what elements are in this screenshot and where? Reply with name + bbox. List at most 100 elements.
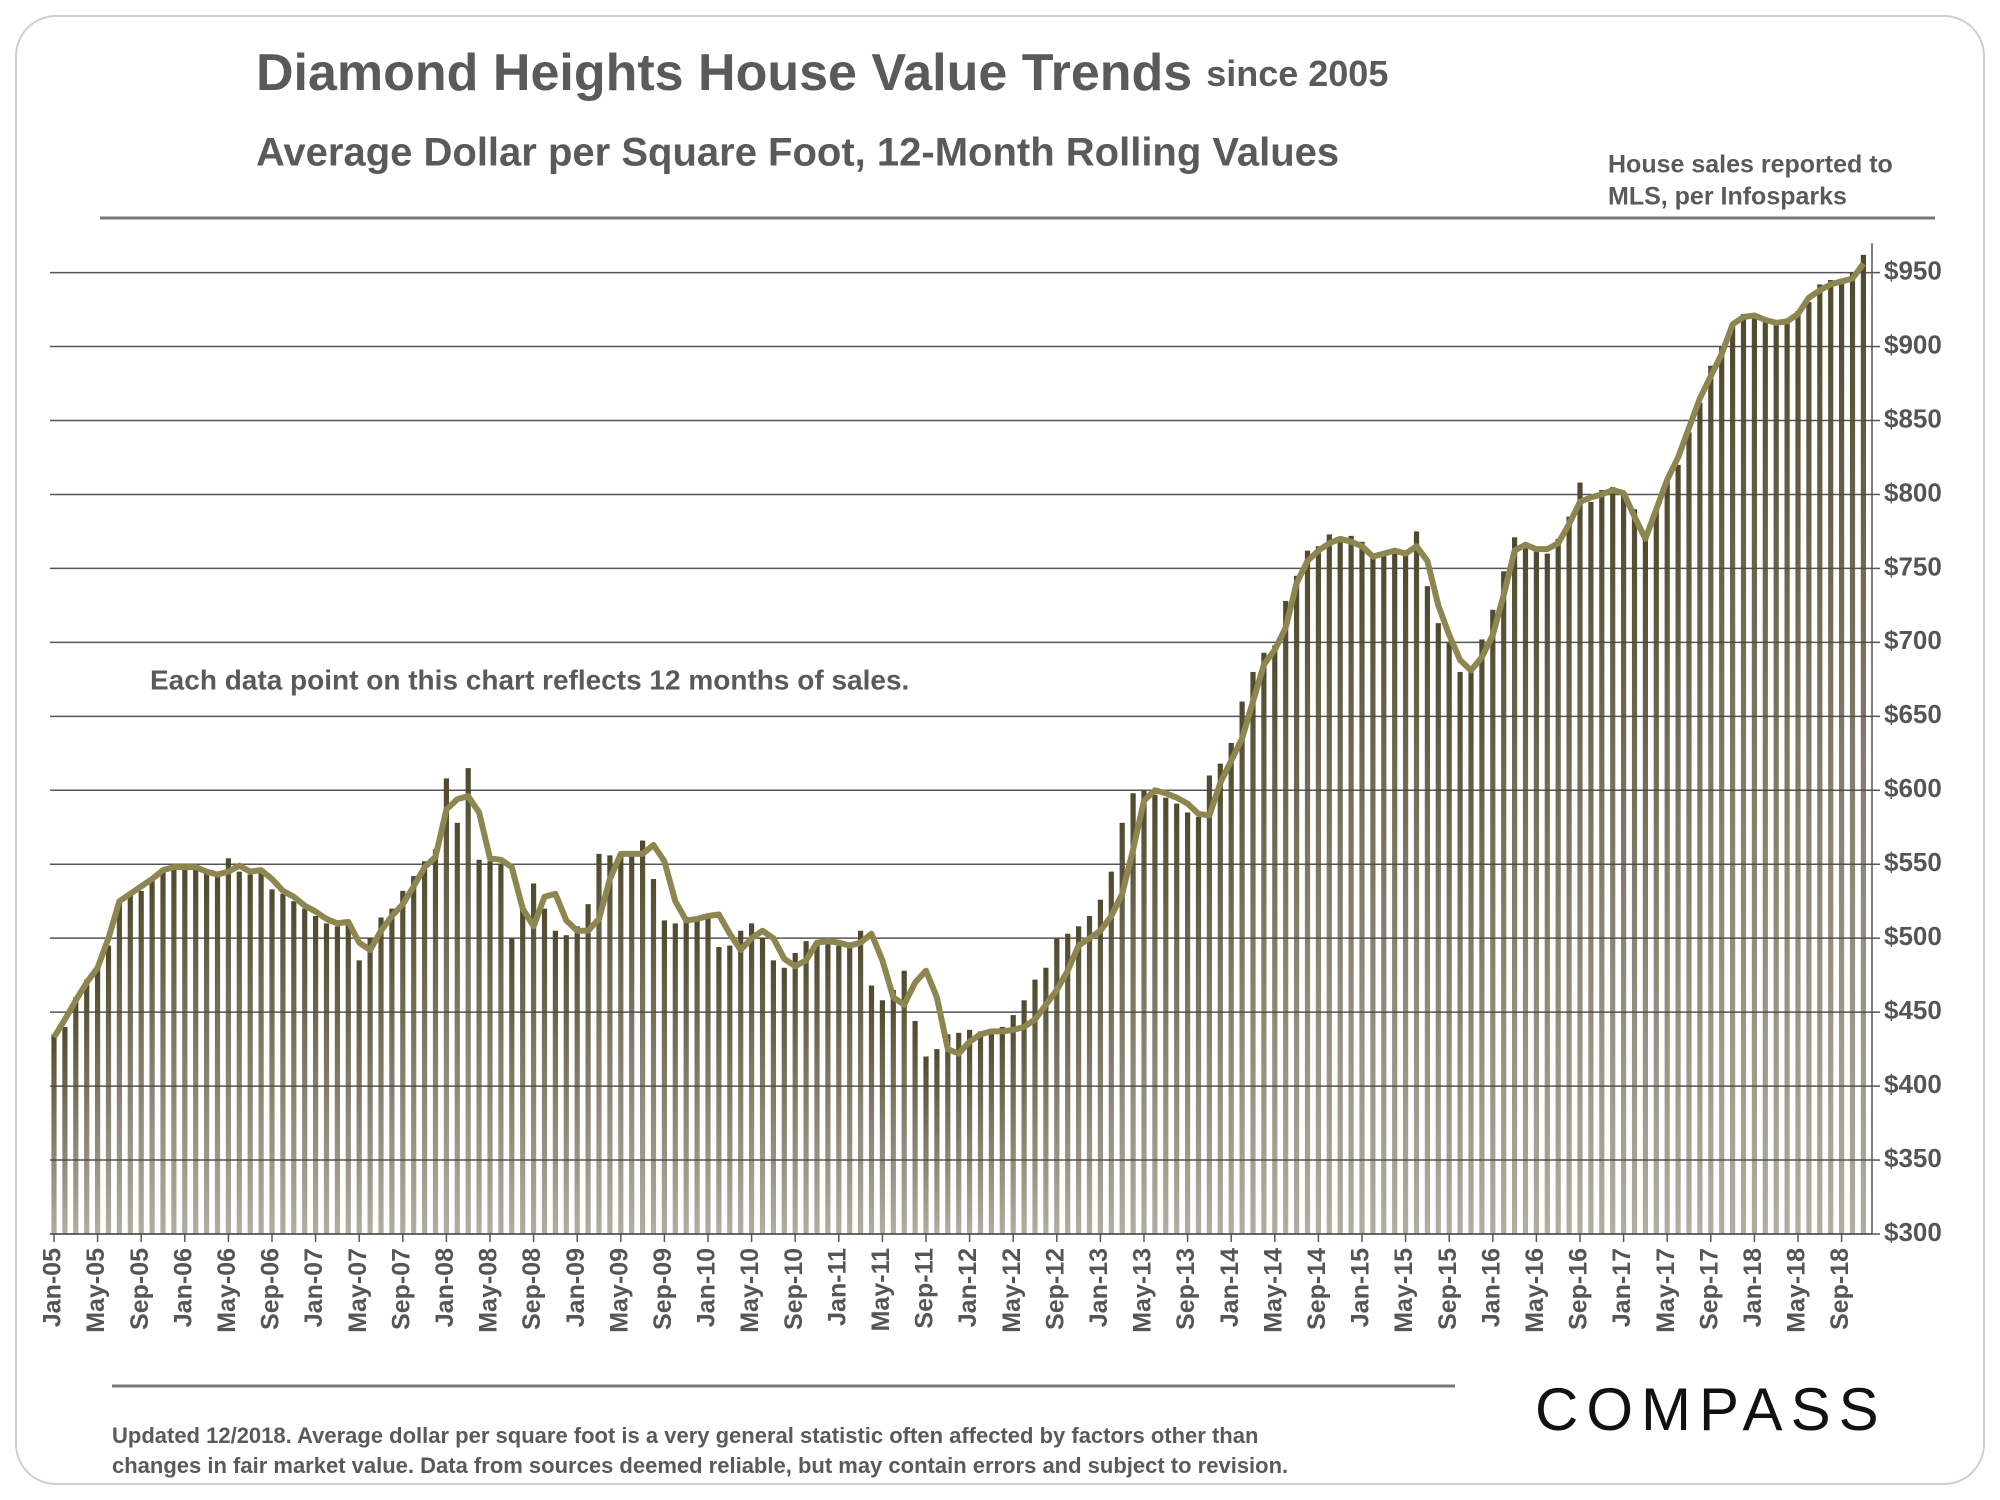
bar bbox=[1740, 313, 1747, 1234]
bar bbox=[1185, 812, 1191, 1234]
bar bbox=[291, 901, 297, 1234]
bar bbox=[378, 917, 384, 1234]
bar bbox=[781, 967, 787, 1234]
x-tick-label: May-11 bbox=[867, 1248, 895, 1331]
y-tick-label: $400 bbox=[1884, 1069, 1942, 1099]
bar bbox=[1512, 537, 1518, 1234]
x-tick-label: Sep-17 bbox=[1695, 1248, 1723, 1330]
x-tick-label: Jan-11 bbox=[823, 1248, 851, 1326]
bar bbox=[1533, 549, 1539, 1234]
x-tick-label: Sep-05 bbox=[126, 1248, 154, 1330]
footnote: changes in fair market value. Data from … bbox=[112, 1453, 1288, 1478]
x-tick-label: May-05 bbox=[82, 1248, 110, 1333]
bar bbox=[1195, 816, 1202, 1234]
bar bbox=[1163, 797, 1169, 1234]
bar bbox=[1381, 553, 1387, 1234]
bar bbox=[1544, 553, 1550, 1234]
bar bbox=[84, 979, 90, 1234]
bar bbox=[1021, 1000, 1027, 1234]
x-tick-label: May-10 bbox=[736, 1248, 764, 1333]
bar bbox=[1446, 642, 1452, 1234]
x-tick-label: Jan-06 bbox=[169, 1248, 197, 1327]
bar bbox=[977, 1031, 984, 1234]
x-tick-label: Sep-15 bbox=[1434, 1248, 1462, 1330]
x-tick-label: May-08 bbox=[475, 1248, 503, 1333]
x-tick-label: Sep-11 bbox=[911, 1248, 939, 1329]
bar bbox=[51, 1034, 57, 1234]
bar bbox=[269, 889, 275, 1234]
x-tick-label: Sep-10 bbox=[780, 1248, 808, 1330]
bar bbox=[302, 908, 308, 1234]
bar bbox=[1631, 509, 1638, 1235]
bar bbox=[1839, 279, 1845, 1234]
bar bbox=[1817, 284, 1823, 1234]
bar bbox=[182, 867, 188, 1234]
bar bbox=[214, 876, 221, 1234]
bar bbox=[531, 883, 537, 1234]
y-tick-label: $750 bbox=[1884, 551, 1942, 581]
bar bbox=[1413, 531, 1420, 1234]
bar bbox=[727, 945, 733, 1234]
bar bbox=[1217, 763, 1223, 1234]
bar bbox=[367, 938, 373, 1234]
bar bbox=[127, 893, 133, 1234]
bar bbox=[116, 901, 122, 1234]
bar bbox=[640, 840, 646, 1234]
x-tick-label: May-14 bbox=[1259, 1248, 1287, 1333]
bar bbox=[465, 768, 471, 1234]
bar bbox=[247, 874, 253, 1234]
bar bbox=[422, 861, 428, 1234]
bar bbox=[716, 947, 722, 1234]
title-main: Diamond Heights House Value Trends bbox=[256, 44, 1192, 102]
bar bbox=[1697, 402, 1703, 1234]
x-tick-label: Sep-12 bbox=[1041, 1248, 1069, 1330]
bar bbox=[1773, 324, 1779, 1235]
x-tick-label: May-13 bbox=[1129, 1248, 1157, 1333]
bar bbox=[1359, 541, 1365, 1234]
x-tick-label: Jan-09 bbox=[562, 1248, 590, 1327]
bar bbox=[1860, 254, 1866, 1235]
bar bbox=[1795, 311, 1801, 1234]
bar bbox=[738, 930, 744, 1234]
bar bbox=[1141, 790, 1147, 1234]
bar bbox=[541, 908, 548, 1234]
brand-logo: COMPASS bbox=[1535, 1376, 1887, 1443]
bar bbox=[1304, 550, 1311, 1234]
y-tick-label: $350 bbox=[1884, 1143, 1942, 1173]
x-tick-label: May-16 bbox=[1521, 1248, 1549, 1333]
bar bbox=[1642, 535, 1648, 1234]
x-tick-label: Jan-05 bbox=[39, 1248, 67, 1327]
bar bbox=[225, 858, 231, 1234]
x-tick-label: May-12 bbox=[998, 1248, 1026, 1333]
y-tick-label: $700 bbox=[1884, 625, 1942, 655]
x-tick-label: May-18 bbox=[1783, 1248, 1811, 1333]
chart-subtitle: Average Dollar per Square Foot, 12-Month… bbox=[256, 131, 1339, 175]
bar bbox=[258, 871, 264, 1234]
x-tick-label: Sep-06 bbox=[257, 1248, 285, 1330]
bar bbox=[1086, 915, 1093, 1234]
bar bbox=[1599, 490, 1605, 1234]
bar bbox=[1566, 516, 1572, 1234]
x-tick-label: Jan-18 bbox=[1739, 1248, 1767, 1327]
bar bbox=[1032, 979, 1038, 1234]
x-tick-label: Jan-08 bbox=[431, 1248, 459, 1327]
bar bbox=[1588, 501, 1594, 1235]
bar bbox=[1119, 822, 1125, 1234]
bar bbox=[1435, 623, 1441, 1234]
bar bbox=[509, 938, 515, 1234]
bar bbox=[520, 905, 526, 1234]
bar bbox=[1751, 316, 1757, 1235]
bar bbox=[999, 1026, 1005, 1234]
bar bbox=[1130, 793, 1136, 1234]
y-tick-label: $850 bbox=[1884, 403, 1942, 433]
bar bbox=[705, 917, 711, 1234]
bar bbox=[236, 871, 242, 1234]
bar bbox=[1708, 365, 1714, 1234]
bar bbox=[1315, 546, 1321, 1234]
x-tick-label: May-17 bbox=[1652, 1248, 1680, 1333]
bar bbox=[476, 859, 482, 1234]
bar bbox=[73, 997, 79, 1234]
bar bbox=[770, 960, 776, 1234]
bar bbox=[759, 938, 766, 1234]
bar bbox=[683, 920, 689, 1234]
